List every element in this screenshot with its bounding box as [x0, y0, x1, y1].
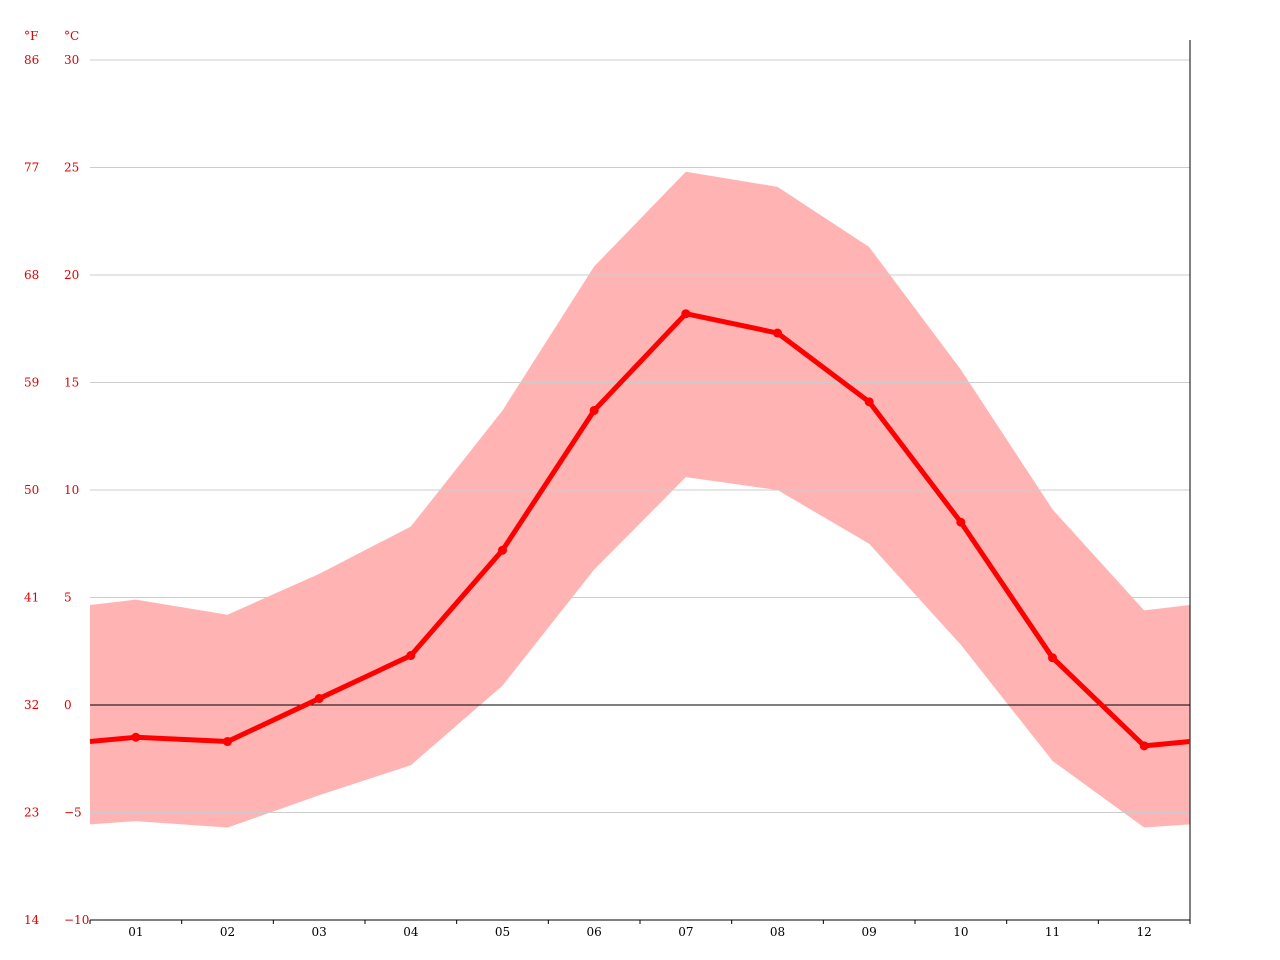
data-point	[223, 737, 232, 747]
x-tick-label: 09	[862, 925, 877, 939]
x-tick-label: 04	[403, 925, 419, 939]
x-tick-label: 12	[1137, 925, 1152, 939]
y-tick-label-fahrenheit: 50	[24, 483, 39, 497]
data-point	[406, 651, 416, 661]
temperature-range-band	[90, 171, 1190, 828]
mean-temperature-series	[89, 309, 1191, 751]
y-tick-label-celsius: 25	[64, 161, 79, 175]
x-tick-label: 05	[495, 925, 510, 939]
y-tick-label-fahrenheit: 14	[24, 913, 40, 927]
x-tick-label: 01	[128, 925, 143, 939]
data-point	[589, 405, 599, 415]
y-tick-label-fahrenheit: 59	[24, 376, 39, 390]
y-axis-labels: °F °C 30 86 25 77 20 68 15 59 10 50 5 41 0 32 −5 23 −10 1…	[24, 29, 89, 927]
data-point	[773, 328, 782, 338]
y-tick-label-celsius: −5	[64, 806, 82, 820]
y-tick-label-celsius: 5	[64, 591, 72, 605]
y-tick-label-fahrenheit: 77	[24, 161, 39, 175]
range-band-area	[90, 171, 1190, 828]
y-tick-label-celsius: −10	[64, 913, 89, 927]
x-axis-labels: 01 02 03 04 05 06 07 08 09 10 11 12	[89, 920, 1191, 939]
data-point	[956, 517, 966, 527]
mean-temperature-line	[89, 311, 1191, 749]
grid-lines	[90, 59, 1190, 813]
y-tick-label-celsius: 20	[64, 268, 79, 282]
y-tick-label-fahrenheit: 86	[24, 53, 39, 67]
data-point	[314, 694, 324, 704]
x-tick-label: 03	[312, 925, 327, 939]
x-tick-label: 06	[587, 925, 602, 939]
x-tick-label: 11	[1045, 925, 1060, 939]
data-point	[864, 397, 874, 407]
y-tick-label-celsius: 30	[64, 53, 79, 67]
y-tick-label-fahrenheit: 68	[24, 268, 39, 282]
data-point	[498, 545, 507, 555]
data-point	[131, 732, 141, 742]
x-tick-label: 08	[770, 925, 785, 939]
x-tick-label: 10	[953, 925, 968, 939]
y-tick-label-celsius: 10	[64, 483, 79, 497]
data-point	[1139, 741, 1149, 751]
unit-label-fahrenheit: °F	[24, 29, 38, 43]
data-point	[681, 309, 691, 319]
y-tick-label-fahrenheit: 41	[24, 591, 39, 605]
y-tick-label-celsius: 0	[64, 698, 72, 712]
y-tick-label-celsius: 15	[64, 376, 79, 390]
y-tick-label-fahrenheit: 32	[24, 698, 39, 712]
y-tick-label-fahrenheit: 23	[24, 806, 39, 820]
x-tick-label: 07	[678, 925, 693, 939]
unit-label-celsius: °C	[64, 29, 79, 43]
data-point	[1048, 653, 1057, 663]
x-tick-label: 02	[220, 925, 235, 939]
